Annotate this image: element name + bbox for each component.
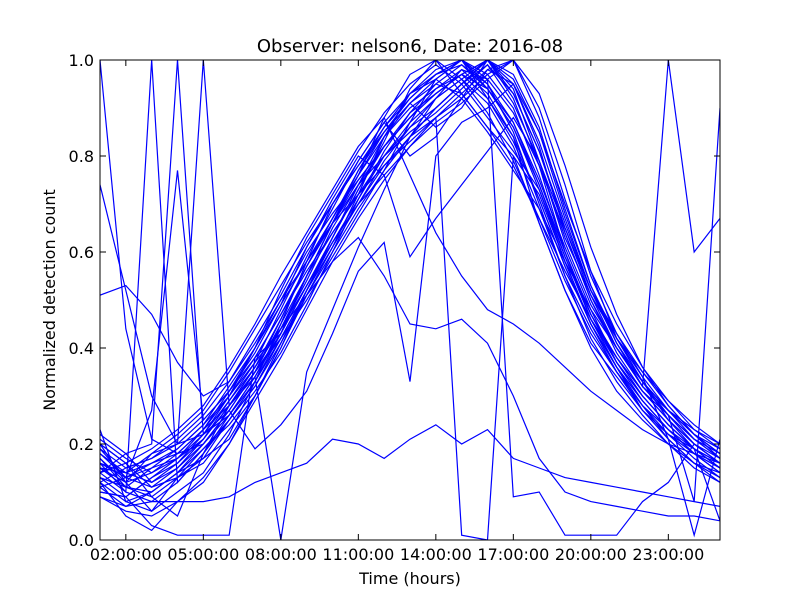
plot-lines [100, 60, 720, 540]
x-tick-label: 20:00:00 [555, 545, 627, 564]
x-axis-label: Time (hours) [358, 569, 461, 588]
series-line-33 [100, 68, 720, 540]
x-tick-label: 23:00:00 [632, 545, 704, 564]
x-tick-label: 05:00:00 [167, 545, 239, 564]
y-tick-label: 0.4 [69, 339, 94, 358]
x-tick-label: 17:00:00 [477, 545, 549, 564]
y-tick-label: 0.8 [69, 147, 94, 166]
series-line-28 [100, 64, 720, 517]
y-tick-label: 0.2 [69, 435, 94, 454]
x-tick-label: 14:00:00 [400, 545, 472, 564]
y-axis-label: Normalized detection count [40, 189, 59, 411]
axes-frame [99, 59, 721, 541]
y-tick-label: 0.0 [69, 531, 94, 550]
x-tick-label: 02:00:00 [90, 545, 162, 564]
series-line-34 [100, 116, 720, 488]
x-tick-label: 11:00:00 [322, 545, 394, 564]
series-line-32 [100, 83, 720, 493]
series-line-21 [100, 60, 720, 483]
series-line-27 [100, 73, 720, 532]
series-line-14 [100, 60, 720, 517]
y-axis-ticks: 0.0 0.2 0.4 0.6 0.8 1.0 [69, 51, 720, 550]
x-axis-ticks: 02:00:00 05:00:00 08:00:00 11:00:00 14:00:00… [90, 60, 704, 564]
series-line-29 [100, 236, 720, 522]
series-line-35 [100, 116, 720, 474]
chart-title: Observer: nelson6, Date: 2016-08 [257, 36, 563, 57]
y-tick-label: 1.0 [69, 51, 94, 70]
y-tick-label: 0.6 [69, 243, 94, 262]
series-line-24 [100, 83, 720, 502]
series-line-30 [100, 424, 720, 508]
x-tick-label: 08:00:00 [245, 545, 317, 564]
